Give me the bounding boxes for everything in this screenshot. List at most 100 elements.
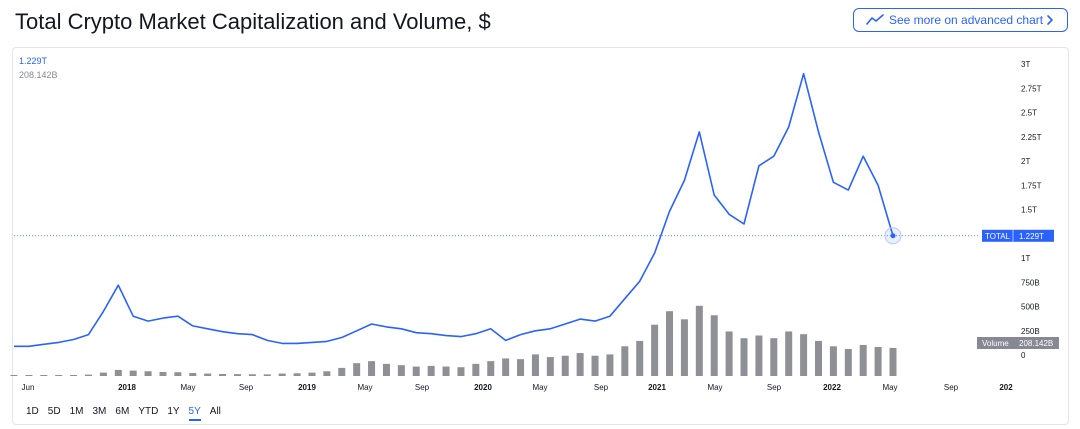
y-tick-label: 2T (1021, 157, 1030, 166)
volume-bar (427, 365, 435, 376)
volume-bar (844, 349, 852, 376)
range-button-5y[interactable]: 5Y (188, 406, 201, 421)
x-tick-label: May (707, 383, 722, 392)
y-tick-label: 1T (1021, 254, 1030, 263)
legend-total-value: 1.229T (19, 56, 48, 66)
volume-bar (874, 346, 882, 376)
page-title: Total Crypto Market Capitalization and V… (15, 9, 491, 34)
volume-bar (397, 365, 405, 376)
volume-bar (889, 347, 897, 376)
range-button-1y[interactable]: 1Y (167, 406, 180, 417)
volume-bar (517, 359, 525, 376)
volume-bar (263, 374, 271, 376)
advanced-chart-button[interactable]: See more on advanced chart (853, 8, 1068, 32)
volume-bar (233, 374, 241, 376)
last-point-marker (890, 233, 896, 239)
volume-bar (531, 354, 539, 376)
volume-bar (740, 338, 748, 376)
x-tick-label: May (180, 383, 195, 392)
price-tag-label: TOTAL (985, 232, 1011, 241)
volume-bar (293, 373, 301, 376)
range-selector: 1D 5D 1M 3M 6M YTD 1Y 5Y All (26, 406, 230, 421)
volume-tag-value: 208.142B (1019, 339, 1053, 348)
x-tick-label: Sep (767, 383, 782, 392)
volume-bar (755, 335, 763, 376)
chevron-right-icon (1047, 15, 1053, 25)
volume-bar (99, 372, 107, 376)
volume-bar (770, 338, 778, 376)
volume-bar (621, 346, 629, 376)
y-tick-label: 250B (1021, 327, 1040, 336)
x-tick-label: Sep (944, 383, 959, 392)
volume-bar (561, 355, 569, 376)
volume-bar (308, 372, 316, 376)
volume-bar (800, 334, 808, 376)
volume-bar (25, 375, 33, 376)
range-button-5d[interactable]: 5D (47, 406, 61, 417)
range-button-all[interactable]: All (209, 406, 221, 417)
x-tick-label: Sep (415, 383, 430, 392)
volume-bar (412, 366, 420, 376)
volume-tag-bg (977, 337, 1059, 349)
volume-bar (10, 375, 18, 376)
range-button-ytd[interactable]: YTD (138, 406, 159, 417)
volume-bar (725, 331, 733, 376)
x-tick-label: 2018 (118, 383, 136, 392)
x-tick-label: May (532, 383, 547, 392)
y-tick-label: 500B (1021, 303, 1040, 312)
volume-bar (666, 311, 674, 376)
x-tick-label: 2020 (474, 383, 492, 392)
volume-bar (204, 373, 212, 376)
y-tick-label: 1.5T (1021, 206, 1037, 215)
volume-bar (323, 371, 331, 376)
price-tag-value: 1.229T (1019, 232, 1044, 241)
volume-bar (442, 366, 450, 376)
volume-bar (546, 357, 554, 376)
volume-bar (219, 373, 227, 376)
volume-bar (695, 305, 703, 376)
volume-bar (70, 375, 78, 376)
volume-bar (606, 354, 614, 376)
volume-bar (472, 363, 480, 376)
volume-bar (114, 369, 122, 376)
volume-bar (636, 340, 644, 376)
range-button-6m[interactable]: 6M (115, 406, 130, 417)
volume-bar (815, 340, 823, 376)
volume-bar (785, 331, 793, 376)
volume-bar (174, 372, 182, 376)
range-button-1d[interactable]: 1D (26, 406, 39, 417)
x-tick-label: Sep (239, 383, 254, 392)
price-tag-bg (982, 229, 1054, 242)
range-button-3m[interactable]: 3M (92, 406, 107, 417)
volume-bar (189, 373, 197, 376)
x-tick-label: 2019 (298, 383, 316, 392)
advanced-chart-label: See more on advanced chart (889, 13, 1044, 27)
y-tick-label: 3T (1021, 60, 1030, 69)
chart-panel (12, 47, 1069, 425)
volume-bar (829, 346, 837, 376)
x-tick-label: 2022 (823, 383, 841, 392)
volume-bar (487, 361, 495, 376)
volume-bar (680, 319, 688, 376)
volume-bar (84, 374, 92, 376)
x-tick-label: May (357, 383, 372, 392)
y-tick-label: 0 (1021, 351, 1026, 360)
volume-tag-label: Volume (982, 339, 1009, 348)
volume-bar (457, 367, 465, 376)
volume-bar (40, 375, 48, 376)
range-button-1m[interactable]: 1M (69, 406, 84, 417)
volume-bar (129, 370, 137, 376)
volume-bar (651, 324, 659, 376)
volume-bar (576, 353, 584, 376)
volume-bar (159, 371, 167, 376)
volume-bar (353, 363, 361, 376)
volume-bar (859, 344, 867, 376)
volume-bar (338, 367, 346, 376)
x-tick-label: Sep (594, 383, 609, 392)
y-tick-label: 2.25T (1021, 133, 1042, 142)
y-tick-label: 2.75T (1021, 84, 1042, 93)
volume-bar (382, 363, 390, 376)
total-series-line (14, 72, 894, 348)
x-tick-label: 202 (999, 383, 1013, 392)
